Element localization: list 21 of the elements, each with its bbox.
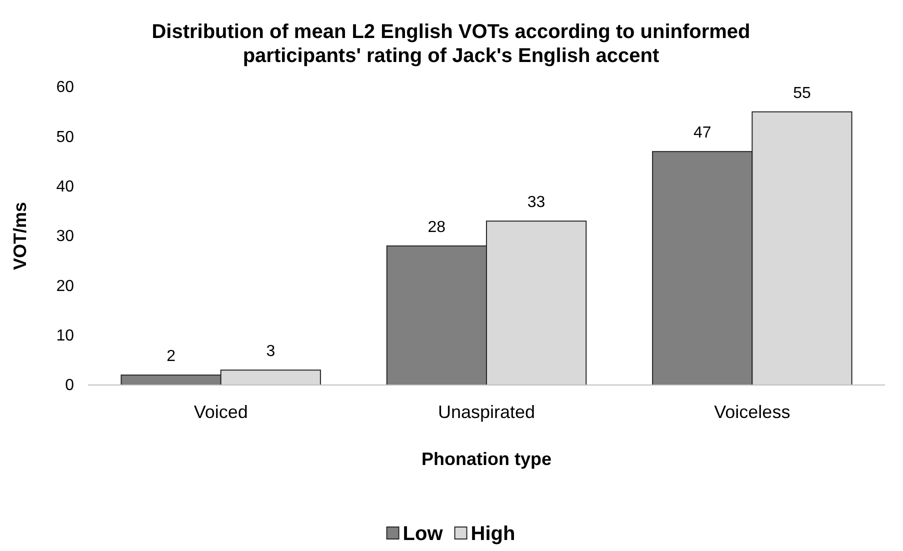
data-label: 2 bbox=[166, 348, 176, 366]
x-tick-label: Unaspirated bbox=[438, 402, 536, 422]
y-tick-label: 20 bbox=[56, 278, 74, 295]
y-tick-label: 60 bbox=[56, 79, 74, 96]
y-tick-label: 0 bbox=[65, 377, 74, 394]
data-label: 47 bbox=[693, 124, 712, 142]
data-label: 28 bbox=[428, 218, 446, 236]
chart-title: Distribution of mean L2 English VOTs according to uninformed participants' rating of Jack's English accent bbox=[152, 21, 750, 67]
y-tick-label: 10 bbox=[56, 327, 74, 344]
y-tick-label: 30 bbox=[56, 228, 74, 246]
x-tick-label: Voiceless bbox=[714, 402, 790, 422]
legend-label: High bbox=[470, 523, 516, 545]
x-tick-label: Voiced bbox=[194, 402, 248, 422]
x-axis-title: Phonation type bbox=[422, 449, 552, 469]
y-tick-label: 50 bbox=[56, 128, 74, 146]
data-label: 3 bbox=[266, 343, 276, 360]
legend-label: Low bbox=[402, 523, 444, 545]
y-axis-title: VOT/ms bbox=[10, 202, 30, 270]
data-label: 55 bbox=[793, 84, 811, 102]
y-tick-label: 40 bbox=[56, 178, 74, 196]
data-label: 33 bbox=[527, 194, 546, 212]
